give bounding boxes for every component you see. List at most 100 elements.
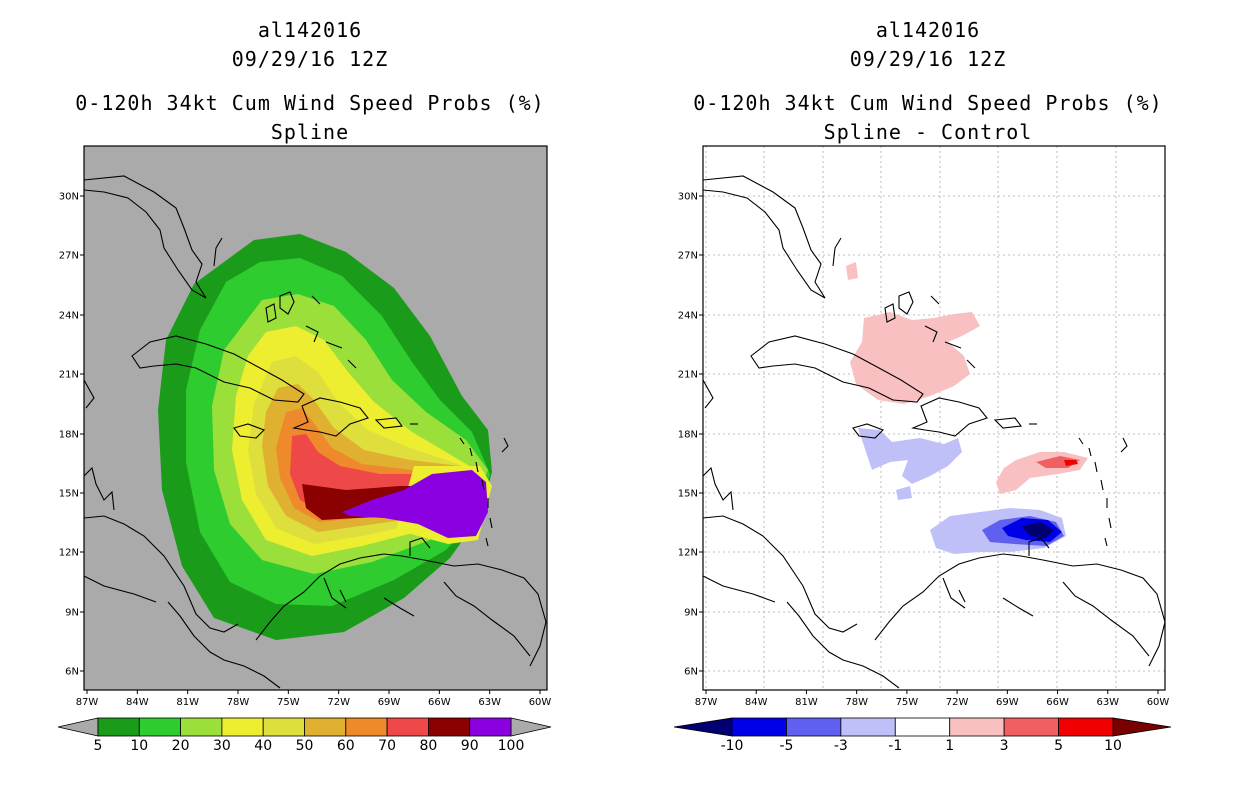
contour-90: [342, 470, 488, 538]
right-title-storm: al142016: [875, 18, 981, 42]
right-lon-label: 63W: [1096, 697, 1119, 708]
left-colorbar-swatch: [138, 717, 182, 737]
left-map: 30N 27N 24N 21N 18N 15N 12N 9N 6N 87W 84W 81W 78W 75…: [59, 145, 552, 708]
negative-area-south-10: [1022, 522, 1054, 538]
right-colorbar-low-end: [673, 717, 733, 737]
left-colorbar-label: 20: [172, 738, 190, 754]
left-colorbar-swatch: [469, 717, 512, 737]
left-colorbar-swatch: [427, 717, 471, 737]
left-lat-label: 9N: [65, 608, 79, 619]
left-colorbar-label: 90: [461, 738, 479, 754]
right-lat-label: 21N: [678, 370, 698, 381]
right-lat-label: 15N: [678, 489, 698, 500]
right-colorbar-label: -1: [888, 738, 902, 754]
negative-area-small: [896, 486, 912, 500]
right-lon-label: 69W: [996, 697, 1019, 708]
left-colorbar-label: 40: [254, 738, 272, 754]
left-lat-label: 15N: [59, 489, 79, 500]
right-lon-label: 72W: [946, 697, 969, 708]
left-lon-label: 63W: [478, 697, 501, 708]
left-lat-label: 18N: [59, 430, 79, 441]
right-lon-label: 87W: [695, 697, 718, 708]
left-colorbar-label: 80: [419, 738, 437, 754]
right-colorbar-swatch: [1003, 717, 1059, 737]
left-lon-label: 75W: [277, 697, 300, 708]
left-lon-label: 78W: [227, 697, 250, 708]
left-lon-label: 81W: [176, 697, 199, 708]
left-colorbar-label: 5: [94, 738, 103, 754]
left-lat-label: 30N: [59, 192, 79, 203]
left-colorbar-label: 30: [213, 738, 231, 754]
left-lon-label: 72W: [327, 697, 350, 708]
left-lon-label: 69W: [378, 697, 401, 708]
right-lat-label: 27N: [678, 251, 698, 262]
left-lat-label: 21N: [59, 370, 79, 381]
left-colorbar-label: 10: [130, 738, 148, 754]
right-colorbar-label: 3: [1000, 738, 1009, 754]
right-lon-label: 60W: [1147, 697, 1170, 708]
right-title-product: 0-120h 34kt Cum Wind Speed Probs (%): [693, 91, 1163, 115]
right-colorbar-swatch: [840, 717, 896, 737]
left-colorbar: 5 10 20 30 40 50 60 70 80 90 100: [57, 717, 552, 754]
right-gridlines: [703, 146, 1165, 690]
left-map-frame: [83, 145, 548, 691]
right-lat-axis: 30N 27N 24N 21N 18N 15N 12N 9N 6N: [678, 192, 703, 678]
right-colorbar-label: -10: [721, 738, 744, 754]
left-lon-label: 60W: [529, 697, 552, 708]
left-colorbar-label: 100: [498, 738, 525, 754]
right-colorbar-label: 1: [945, 738, 954, 754]
right-map-frame: [702, 145, 1166, 691]
right-lat-label: 12N: [678, 548, 698, 559]
right-colorbar-swatch: [786, 717, 842, 737]
left-lon-label: 66W: [428, 697, 451, 708]
left-lat-label: 24N: [59, 311, 79, 322]
left-colorbar-label: 60: [337, 738, 355, 754]
positive-area-bahamas: [850, 312, 980, 404]
left-lon-label: 87W: [76, 697, 99, 708]
left-lat-axis: 30N 27N 24N 21N 18N 15N 12N 9N 6N: [59, 192, 84, 678]
negative-area-central: [858, 428, 962, 484]
left-title-date: 09/29/16 12Z: [231, 47, 389, 71]
left-colorbar-label: 70: [378, 738, 396, 754]
right-lat-label: 9N: [684, 608, 698, 619]
right-lat-label: 30N: [678, 192, 698, 203]
right-colorbar-swatch: [894, 717, 951, 737]
right-colorbar-label: -5: [779, 738, 793, 754]
right-title-method: Spline - Control: [823, 120, 1033, 144]
right-map: 30N 27N 24N 21N 18N 15N 12N 9N 6N 87W 84W 81W 78W 75…: [678, 145, 1170, 708]
right-colorbar-label: -3: [834, 738, 848, 754]
positive-area-east-5: [1064, 460, 1078, 466]
right-lon-label: 84W: [745, 697, 768, 708]
left-lat-label: 6N: [65, 667, 79, 678]
right-lat-label: 18N: [678, 430, 698, 441]
left-colorbar-swatch: [345, 717, 388, 737]
left-probability-field: [84, 175, 547, 689]
right-lon-label: 66W: [1046, 697, 1069, 708]
right-lon-label: 75W: [896, 697, 919, 708]
left-colorbar-label: 50: [296, 738, 314, 754]
left-colorbar-swatch: [221, 717, 264, 737]
left-lon-label: 84W: [126, 697, 149, 708]
right-title-date: 09/29/16 12Z: [849, 47, 1007, 71]
right-colorbar-swatch: [731, 717, 787, 737]
left-lat-label: 27N: [59, 251, 79, 262]
left-colorbar-swatch: [386, 717, 429, 737]
right-lat-label: 24N: [678, 311, 698, 322]
right-colorbar-swatch: [949, 717, 1005, 737]
positive-area-small: [846, 262, 858, 280]
left-title-method: Spline: [270, 120, 350, 144]
left-lon-axis: 87W 84W 81W 78W 75W 72W 69W 66W 63W 60W: [76, 690, 552, 708]
right-lon-label: 81W: [795, 697, 818, 708]
left-colorbar-swatch: [97, 717, 140, 737]
right-colorbar-label: 10: [1104, 738, 1122, 754]
right-colorbar: -10 -5 -3 -1 1 3 5 10: [673, 717, 1172, 754]
left-colorbar-swatch: [304, 717, 347, 737]
right-colorbar-label: 5: [1054, 738, 1063, 754]
left-colorbar-swatch: [180, 717, 223, 737]
left-title-storm: al142016: [257, 18, 363, 42]
left-colorbar-low-end: [57, 717, 99, 737]
left-lat-label: 12N: [59, 548, 79, 559]
left-colorbar-high-end: [510, 717, 552, 737]
right-colorbar-swatch: [1058, 717, 1114, 737]
